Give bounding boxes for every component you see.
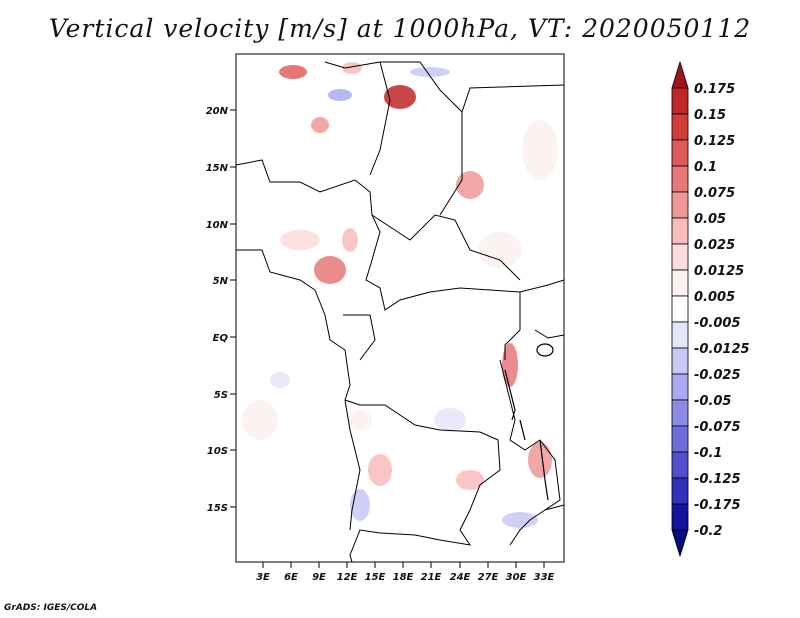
colorbar-level-label: 0.005 — [694, 290, 735, 305]
colorbar-level-label: 0.1 — [694, 160, 717, 175]
colorbar-swatch — [671, 451, 689, 479]
colorbar-swatch — [671, 503, 689, 531]
colorbar: 0.175 0.15 0.125 0.1 0.075 0.05 0.025 0.0125 0.0… — [671, 60, 750, 558]
colorbar-swatch — [671, 425, 689, 453]
colorbar-level-label: -0.005 — [694, 316, 741, 331]
lon-label: 24E — [450, 572, 471, 583]
colorbar-swatch — [671, 113, 689, 141]
lon-label: 18E — [393, 572, 414, 583]
colorbar-level-label: 0.075 — [694, 186, 735, 201]
velocity-field — [242, 62, 558, 528]
colorbar-swatch — [671, 191, 689, 219]
lat-label: 20N — [206, 106, 229, 117]
colorbar-level-label: 0.175 — [694, 82, 735, 97]
lon-label: 12E — [337, 572, 358, 583]
lat-label: 5S — [214, 390, 228, 401]
lat-label: 15N — [206, 163, 229, 174]
lat-label: 10S — [207, 446, 228, 457]
map-title: Vertical velocity [m/s] at 1000hPa, VT: … — [48, 14, 752, 43]
colorbar-swatch — [671, 243, 689, 271]
colorbar-swatch — [671, 529, 689, 558]
lon-label: 6E — [284, 572, 298, 583]
colorbar-level-label: -0.0125 — [694, 342, 750, 357]
colorbar-swatch — [671, 295, 689, 323]
colorbar-swatch — [671, 321, 689, 349]
colorbar-level-label: -0.125 — [694, 472, 741, 487]
colorbar-level-label: -0.175 — [694, 498, 741, 513]
grads-credit: GrADS: IGES/COLA — [4, 603, 98, 613]
colorbar-swatch — [671, 399, 689, 427]
lat-label: EQ — [213, 333, 229, 344]
colorbar-level-label: 0.0125 — [694, 264, 744, 279]
colorbar-swatch — [671, 87, 689, 115]
colorbar-level-label: 0.05 — [694, 212, 726, 227]
lakes — [504, 343, 554, 501]
lon-label: 33E — [534, 572, 555, 583]
colorbar-level-label: 0.15 — [694, 108, 726, 123]
lat-label: 15S — [207, 503, 228, 514]
lon-label: 9E — [312, 572, 326, 583]
lat-label: 5N — [213, 276, 229, 287]
colorbar-level-label: -0.025 — [694, 368, 741, 383]
colorbar-swatch — [671, 165, 689, 193]
country-borders — [235, 61, 565, 563]
colorbar-level-label: -0.2 — [694, 524, 722, 539]
colorbar-swatch — [671, 347, 689, 375]
colorbar-swatch — [671, 477, 689, 505]
map-area — [235, 53, 565, 563]
colorbar-level-label: 0.125 — [694, 134, 735, 149]
lon-axis: 3E 6E 9E 12E 15E 18E 21E 24E 27E 30E 33E — [256, 562, 555, 583]
colorbar-swatch — [671, 139, 689, 167]
colorbar-level-label: -0.075 — [694, 420, 741, 435]
colorbar-level-label: -0.05 — [694, 394, 731, 409]
colorbar-level-label: -0.1 — [694, 446, 722, 461]
lat-axis: 20N 15N 10N 5N EQ 5S 10S 15S — [206, 106, 236, 514]
lon-label: 15E — [365, 572, 386, 583]
colorbar-swatch — [671, 60, 689, 89]
colorbar-level-label: 0.025 — [694, 238, 735, 253]
lon-label: 3E — [256, 572, 270, 583]
lon-label: 21E — [421, 572, 442, 583]
lon-label: 27E — [478, 572, 499, 583]
lat-label: 10N — [206, 220, 229, 231]
colorbar-swatch — [671, 373, 689, 401]
lon-label: 30E — [506, 572, 527, 583]
colorbar-swatch — [671, 269, 689, 297]
colorbar-swatch — [671, 217, 689, 245]
